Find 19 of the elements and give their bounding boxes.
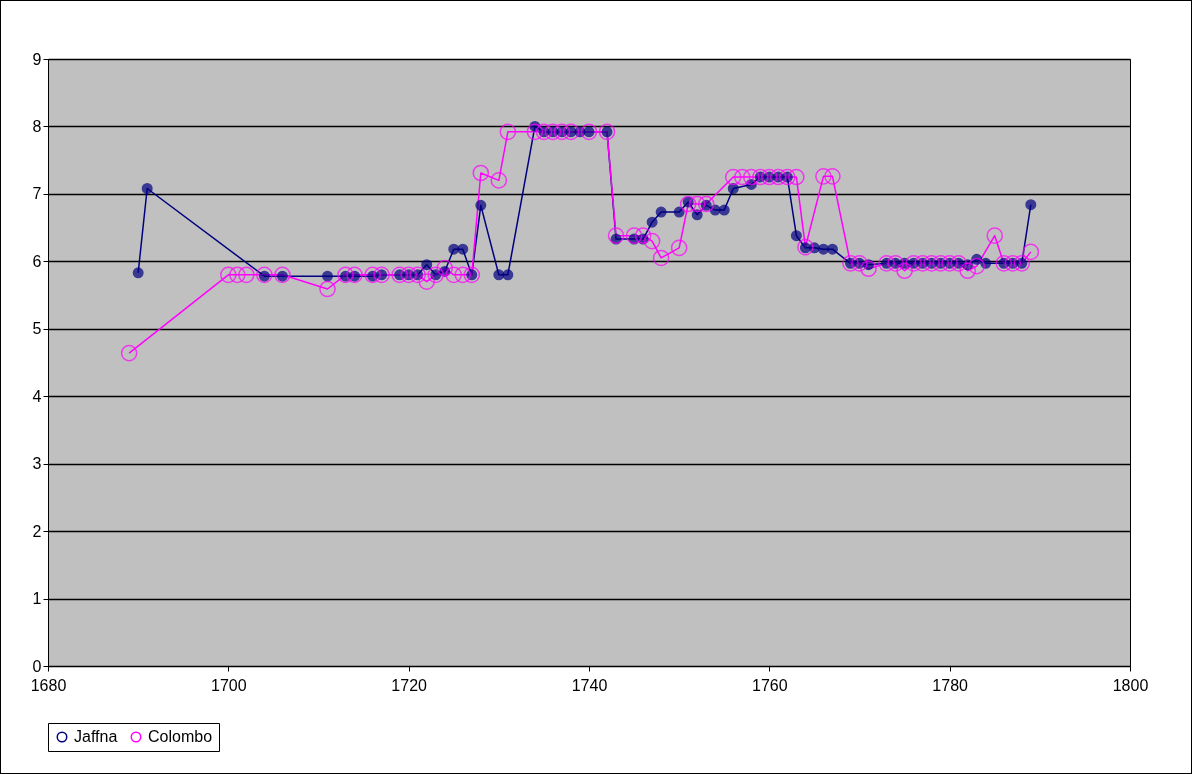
x-tick-label: 1720	[391, 676, 428, 694]
y-tick-label: 4	[32, 387, 42, 405]
x-tick-label: 1760	[752, 676, 788, 694]
x-tick-label: 1740	[571, 676, 608, 694]
y-tick-label: 9	[32, 50, 42, 68]
legend-label: Jaffna	[74, 728, 118, 745]
y-tick-label: 8	[32, 117, 42, 135]
x-tick-label: 1680	[30, 676, 67, 694]
x-tick-label: 1700	[211, 676, 247, 694]
y-tick-label: 2	[32, 522, 42, 540]
y-tick-label: 3	[32, 455, 42, 473]
y-tick-label: 6	[32, 252, 42, 270]
legend-label: Colombo	[148, 728, 213, 745]
x-tick-label: 1800	[1112, 676, 1149, 694]
y-tick-label: 5	[32, 320, 42, 338]
y-tick-label: 7	[32, 185, 42, 203]
y-tick-label: 0	[32, 657, 42, 675]
y-tick-label: 1	[32, 590, 42, 608]
x-tick-label: 1780	[932, 676, 969, 694]
